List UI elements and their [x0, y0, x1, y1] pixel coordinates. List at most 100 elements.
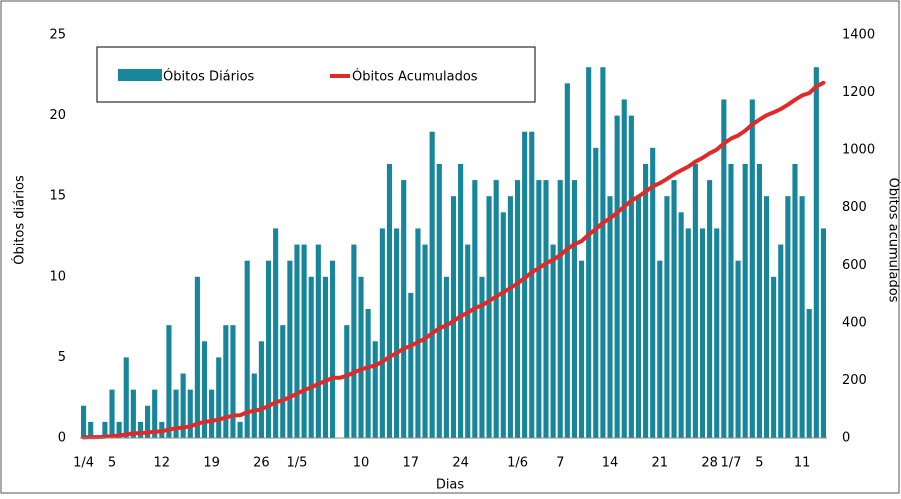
bar	[593, 148, 598, 438]
bar	[366, 309, 371, 438]
bar	[821, 228, 826, 438]
bar	[615, 116, 620, 438]
bar	[195, 277, 200, 438]
bar	[800, 196, 805, 438]
bar	[437, 164, 442, 438]
bar	[287, 261, 292, 438]
y-tick-label: 5	[58, 350, 66, 365]
bar	[679, 212, 684, 438]
bar	[750, 99, 755, 438]
x-tick-label: 1/5	[287, 456, 308, 471]
bar	[579, 261, 584, 438]
x-axis-label: Dias	[436, 478, 465, 493]
bar	[294, 245, 299, 438]
y-axis-label: Óbitos diários	[12, 175, 28, 265]
bar	[209, 390, 214, 438]
bar	[508, 196, 513, 438]
bar	[558, 180, 563, 438]
bar	[664, 196, 669, 438]
bar	[501, 212, 506, 438]
bar	[273, 228, 278, 438]
bar	[430, 132, 435, 438]
y-tick-label: 20	[49, 108, 66, 123]
x-tick-label: 19	[203, 456, 220, 471]
bar	[188, 390, 193, 438]
bar	[330, 261, 335, 438]
bar	[344, 325, 349, 438]
x-tick-label: 7	[556, 456, 564, 471]
y2-tick-label: 1200	[842, 85, 875, 100]
bar	[415, 228, 420, 438]
bar	[487, 196, 492, 438]
bar	[757, 164, 762, 438]
y2-axis-label: Óbitos acumulados	[886, 178, 901, 303]
y2-tick-label: 1000	[842, 143, 875, 158]
bar	[551, 245, 556, 438]
bar	[387, 164, 392, 438]
bar	[515, 180, 520, 438]
legend-label: Óbitos Diários	[163, 69, 255, 85]
bar	[124, 357, 129, 438]
bar	[323, 277, 328, 438]
x-tick-label: 24	[452, 456, 469, 471]
y2-tick-label: 600	[842, 258, 867, 273]
bar	[657, 261, 662, 438]
bar	[223, 325, 228, 438]
bar	[728, 164, 733, 438]
bar	[216, 357, 221, 438]
x-tick-label: 5	[108, 456, 116, 471]
bar	[373, 341, 378, 438]
x-tick-label: 1/6	[507, 456, 528, 471]
bar	[707, 180, 712, 438]
x-tick-label: 17	[403, 456, 420, 471]
bar	[238, 422, 243, 438]
y2-tick-label: 400	[842, 315, 867, 330]
bar	[230, 325, 235, 438]
bar	[536, 180, 541, 438]
y2-tick-label: 0	[842, 431, 850, 446]
x-tick-label: 26	[253, 456, 270, 471]
bar	[494, 180, 499, 438]
bar	[622, 99, 627, 438]
bar	[408, 293, 413, 438]
bar	[565, 83, 570, 438]
bar	[693, 164, 698, 438]
bar	[700, 228, 705, 438]
bar	[109, 390, 114, 438]
bar	[316, 245, 321, 438]
bar	[650, 148, 655, 438]
bar	[607, 196, 612, 438]
bar	[401, 180, 406, 438]
x-tick-label: 21	[652, 456, 669, 471]
bar	[671, 180, 676, 438]
bar	[686, 228, 691, 438]
bar	[522, 132, 527, 438]
bar	[764, 196, 769, 438]
x-tick-label: 1/7	[720, 456, 741, 471]
y2-tick-label: 200	[842, 373, 867, 388]
bar	[81, 406, 86, 438]
bar	[814, 67, 819, 438]
legend-swatch	[118, 69, 162, 81]
x-tick-label: 5	[755, 456, 763, 471]
bar	[572, 180, 577, 438]
bar	[629, 116, 634, 438]
x-tick-label: 1/4	[73, 456, 94, 471]
bar	[714, 228, 719, 438]
y-tick-label: 15	[49, 189, 66, 204]
x-tick-label: 11	[794, 456, 811, 471]
y-tick-label: 0	[58, 431, 66, 446]
bar	[721, 99, 726, 438]
bar	[444, 277, 449, 438]
bar	[351, 245, 356, 438]
bar	[380, 228, 385, 438]
bar	[131, 390, 136, 438]
bar	[266, 261, 271, 438]
bar	[785, 196, 790, 438]
bar	[309, 277, 314, 438]
bar	[743, 164, 748, 438]
bar	[643, 164, 648, 438]
bar	[771, 277, 776, 438]
x-tick-label: 28	[701, 456, 718, 471]
